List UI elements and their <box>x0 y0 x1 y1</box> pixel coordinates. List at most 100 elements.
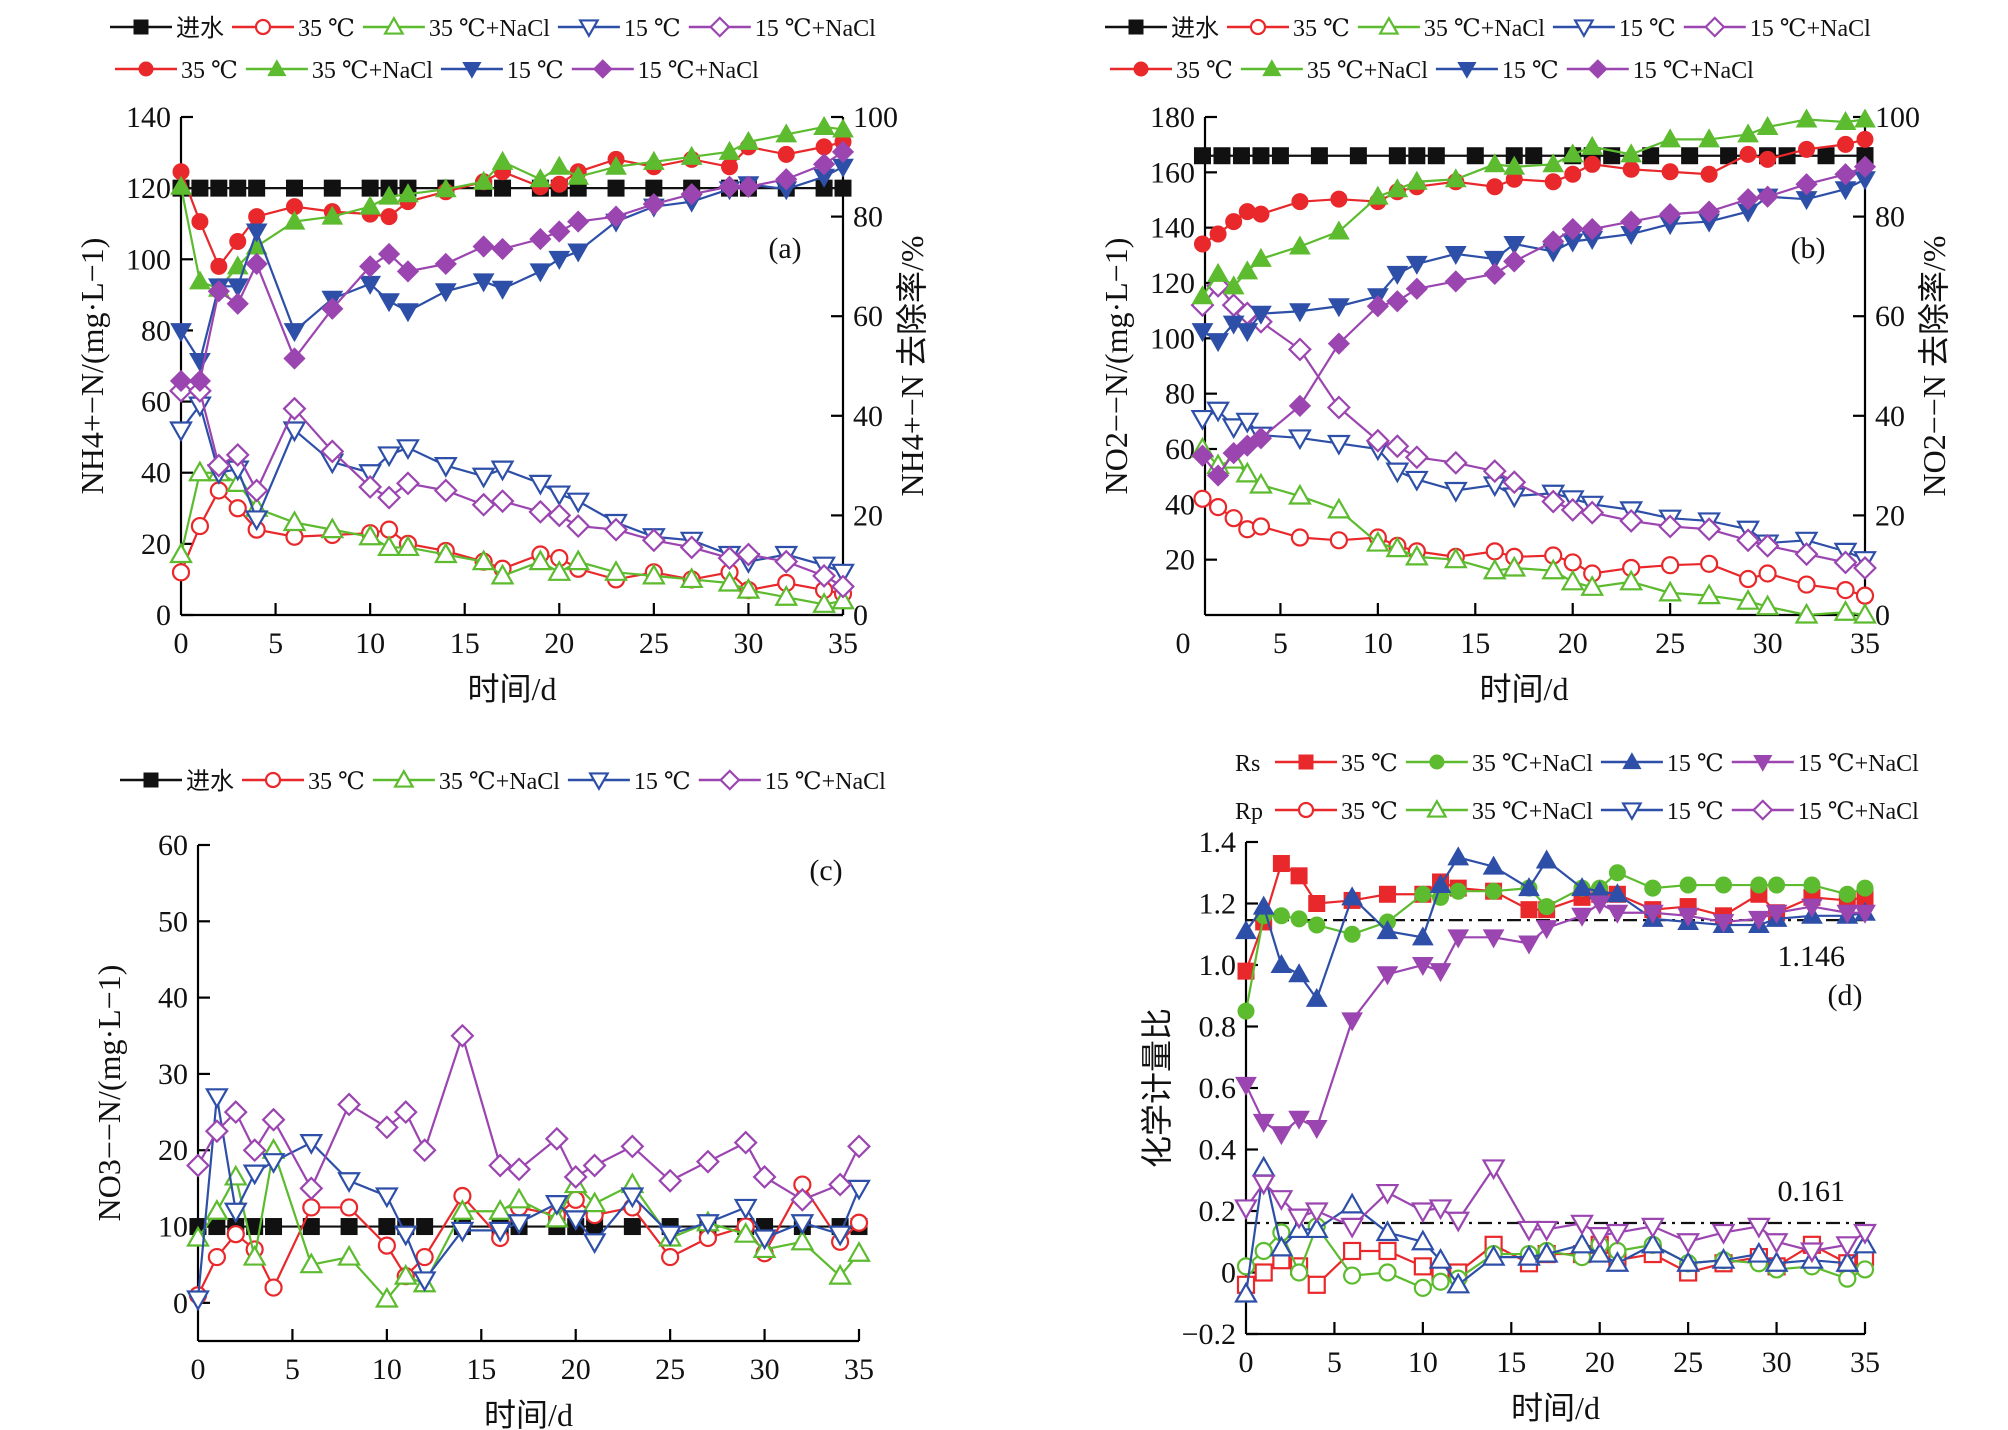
data-point <box>191 213 209 231</box>
legend-marker-triangle-down-open-icon <box>1621 802 1643 821</box>
legend-label: 35 ℃+NaCl <box>439 769 560 795</box>
data-point <box>775 123 798 143</box>
legend-label: 15 ℃ <box>1619 16 1676 42</box>
legend-marker-triangle-down-filled-icon <box>1457 61 1477 79</box>
x-tick-label: 20 <box>1558 627 1588 660</box>
data-point <box>1341 886 1363 906</box>
data-point <box>396 535 420 557</box>
data-point <box>1269 1235 1294 1257</box>
legend-marker-triangle-up-filled-icon <box>1262 59 1282 77</box>
data-point <box>1234 1199 1258 1221</box>
legend-label: 进水 <box>1171 15 1219 42</box>
x-tick-label: 0 <box>1239 1346 1254 1379</box>
data-point <box>204 1119 229 1144</box>
legend-label: 进水 <box>176 15 224 42</box>
data-point <box>223 1100 248 1125</box>
y-tick-label: 0.6 <box>1199 1072 1237 1105</box>
data-point <box>1482 558 1507 580</box>
data-point <box>642 150 665 170</box>
y-tick-label: 0 <box>156 599 171 632</box>
data-point <box>285 179 303 197</box>
data-point <box>1208 498 1228 517</box>
data-point <box>1834 110 1857 130</box>
series-3 <box>186 1088 871 1312</box>
data-point <box>1838 885 1856 903</box>
y-axis-title: NO3−−N/(mg·L−1) <box>91 965 127 1222</box>
data-point <box>1235 1076 1257 1096</box>
x-tick-label: 10 <box>372 1353 402 1386</box>
data-point <box>1698 200 1721 223</box>
y-tick-label: 10 <box>158 1211 188 1244</box>
data-point <box>494 179 512 197</box>
data-point <box>488 1153 513 1178</box>
data-point <box>1404 470 1429 492</box>
data-point <box>1431 1272 1450 1291</box>
legend-marker-triangle-up-filled-icon <box>267 59 287 77</box>
data-point <box>775 168 798 191</box>
data-point <box>1251 1155 1276 1177</box>
data-point <box>1385 462 1410 484</box>
x-tick-label: 5 <box>1273 627 1288 660</box>
panel-label: (b) <box>1791 232 1826 265</box>
data-point <box>642 193 665 216</box>
data-point <box>623 1218 641 1236</box>
data-point <box>1190 409 1215 431</box>
data-point <box>1191 444 1214 467</box>
data-point <box>472 235 495 258</box>
data-point <box>1795 108 1818 128</box>
data-point <box>282 510 307 532</box>
data-point <box>1608 864 1626 882</box>
data-point <box>374 1115 399 1140</box>
data-point <box>1541 558 1566 580</box>
data-point <box>1376 966 1399 986</box>
data-point <box>1525 147 1543 165</box>
data-point <box>563 1210 588 1232</box>
data-point <box>1254 1263 1273 1282</box>
data-point <box>1750 876 1768 894</box>
data-point <box>1835 1236 1860 1258</box>
data-point <box>264 1278 283 1297</box>
y-tick-label: 1.2 <box>1199 888 1237 921</box>
data-point <box>434 252 457 276</box>
data-point <box>225 442 250 467</box>
data-point <box>358 474 383 499</box>
data-point <box>1251 517 1271 536</box>
data-point <box>1587 1226 1612 1248</box>
data-point <box>550 175 568 193</box>
data-point <box>1517 1244 1541 1266</box>
data-point <box>490 460 515 482</box>
series-2 <box>169 460 855 613</box>
data-point <box>1483 250 1506 270</box>
data-point <box>1254 1241 1273 1261</box>
data-point <box>1288 483 1312 505</box>
data-point <box>1444 270 1467 293</box>
data-point <box>378 185 400 205</box>
data-point <box>1193 489 1212 508</box>
legend-label: 15 ℃+NaCl <box>638 58 759 84</box>
data-point <box>245 252 268 276</box>
data-point <box>1270 953 1293 973</box>
data-point <box>248 208 266 226</box>
legend-label: 15 ℃+NaCl <box>1750 16 1871 42</box>
data-point <box>1413 1257 1432 1276</box>
data-point <box>1411 926 1434 946</box>
data-point <box>204 1088 229 1110</box>
data-point <box>680 145 703 165</box>
data-point <box>1249 427 1273 450</box>
data-point <box>604 517 628 542</box>
legend-group-label: Rp <box>1235 799 1263 825</box>
data-point <box>620 1187 645 1209</box>
data-point <box>1341 1012 1363 1032</box>
data-point <box>1606 883 1629 903</box>
data-point <box>1853 155 1877 178</box>
data-point <box>1797 575 1816 594</box>
x-tick-label: 20 <box>544 627 574 660</box>
x-axis-title: 时间/d <box>468 671 557 707</box>
data-point <box>1580 575 1605 596</box>
data-point <box>1385 434 1410 459</box>
data-point <box>1856 879 1874 897</box>
series-8 <box>169 140 855 393</box>
data-point <box>529 263 552 283</box>
data-point <box>812 592 836 613</box>
data-point <box>832 118 854 138</box>
